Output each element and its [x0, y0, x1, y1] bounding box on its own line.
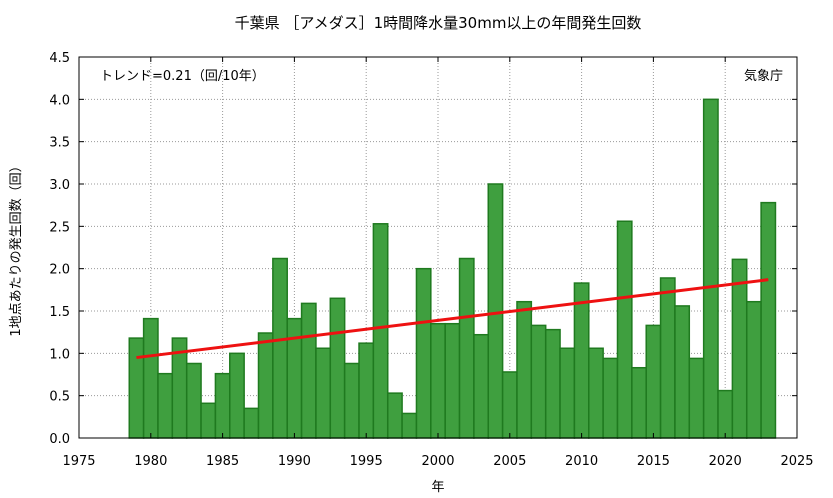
bar [645, 324, 662, 439]
bar [760, 201, 777, 439]
y-tick-label: 4.5 [49, 51, 70, 66]
trend-label: トレンド=0.21（回/10年） [100, 69, 265, 84]
x-tick-label: 1985 [206, 454, 239, 469]
y-tick-label: 1.0 [49, 347, 70, 362]
bar [185, 362, 202, 439]
bar [688, 357, 705, 439]
x-tick-label: 2020 [709, 454, 742, 469]
bar [243, 407, 260, 439]
bar [214, 372, 231, 439]
y-axis-label: 1地点あたりの発生回数（回） [9, 159, 24, 336]
bar [631, 366, 647, 439]
x-tick-label: 2015 [637, 454, 670, 469]
x-tick-label: 2005 [493, 454, 526, 469]
y-tick-label: 4.0 [49, 93, 70, 108]
trend-line [136, 278, 769, 360]
bar [444, 322, 461, 439]
x-tick-label: 1975 [62, 454, 95, 469]
bar [343, 362, 360, 439]
bar [487, 183, 504, 439]
y-tick-label: 1.5 [49, 305, 70, 320]
y-axis-ticks: 0.0 0.5 1.0 1.5 2.0 2.5 3.0 3.5 4.0 4.5 [49, 51, 797, 447]
bar [717, 389, 734, 439]
bar [702, 98, 719, 439]
x-tick-label: 1990 [278, 454, 311, 469]
bar [588, 347, 604, 439]
bar [573, 282, 590, 439]
bar [501, 371, 518, 439]
x-axis-label: 年 [431, 480, 444, 495]
y-tick-label: 2.5 [49, 220, 70, 235]
bar [300, 302, 317, 439]
bar [745, 300, 762, 439]
bar [315, 347, 332, 439]
bar [473, 333, 490, 439]
x-tick-label: 2010 [565, 454, 598, 469]
bar [386, 392, 403, 439]
grid-lines [79, 57, 797, 438]
x-axis-ticks: 1975 1980 1985 1990 1995 2000 2005 2010 2015 2020… [62, 57, 814, 469]
bar [401, 412, 418, 439]
bar [415, 267, 432, 439]
bar [731, 258, 748, 439]
y-tick-label: 3.0 [49, 178, 70, 193]
y-tick-label: 0.5 [49, 390, 70, 405]
x-tick-label: 2000 [421, 454, 454, 469]
bar [559, 347, 576, 439]
bar [602, 357, 619, 439]
source-label: 気象庁 [744, 68, 783, 84]
bar [544, 328, 561, 439]
bar [430, 322, 446, 439]
chart-title: 千葉県 ［アメダス］1時間降水量30mm以上の年間発生回数 [235, 14, 642, 32]
bar [674, 305, 691, 439]
bar [516, 300, 533, 439]
x-tick-label: 1980 [134, 454, 167, 469]
bar [358, 342, 375, 439]
bar [200, 402, 217, 439]
bar [229, 352, 245, 439]
y-tick-label: 0.0 [49, 432, 70, 447]
bar [157, 372, 174, 439]
bar [142, 317, 159, 439]
bar [616, 220, 633, 439]
bar [530, 324, 547, 439]
x-tick-label: 2025 [780, 454, 813, 469]
bar [257, 332, 274, 439]
y-tick-label: 3.5 [49, 136, 70, 151]
bar [372, 223, 389, 439]
bar [272, 257, 288, 439]
bar [329, 297, 346, 439]
y-tick-label: 2.0 [49, 263, 70, 278]
bar [659, 277, 676, 439]
bar [458, 257, 475, 439]
x-tick-label: 1995 [350, 454, 383, 469]
bar [128, 337, 145, 439]
